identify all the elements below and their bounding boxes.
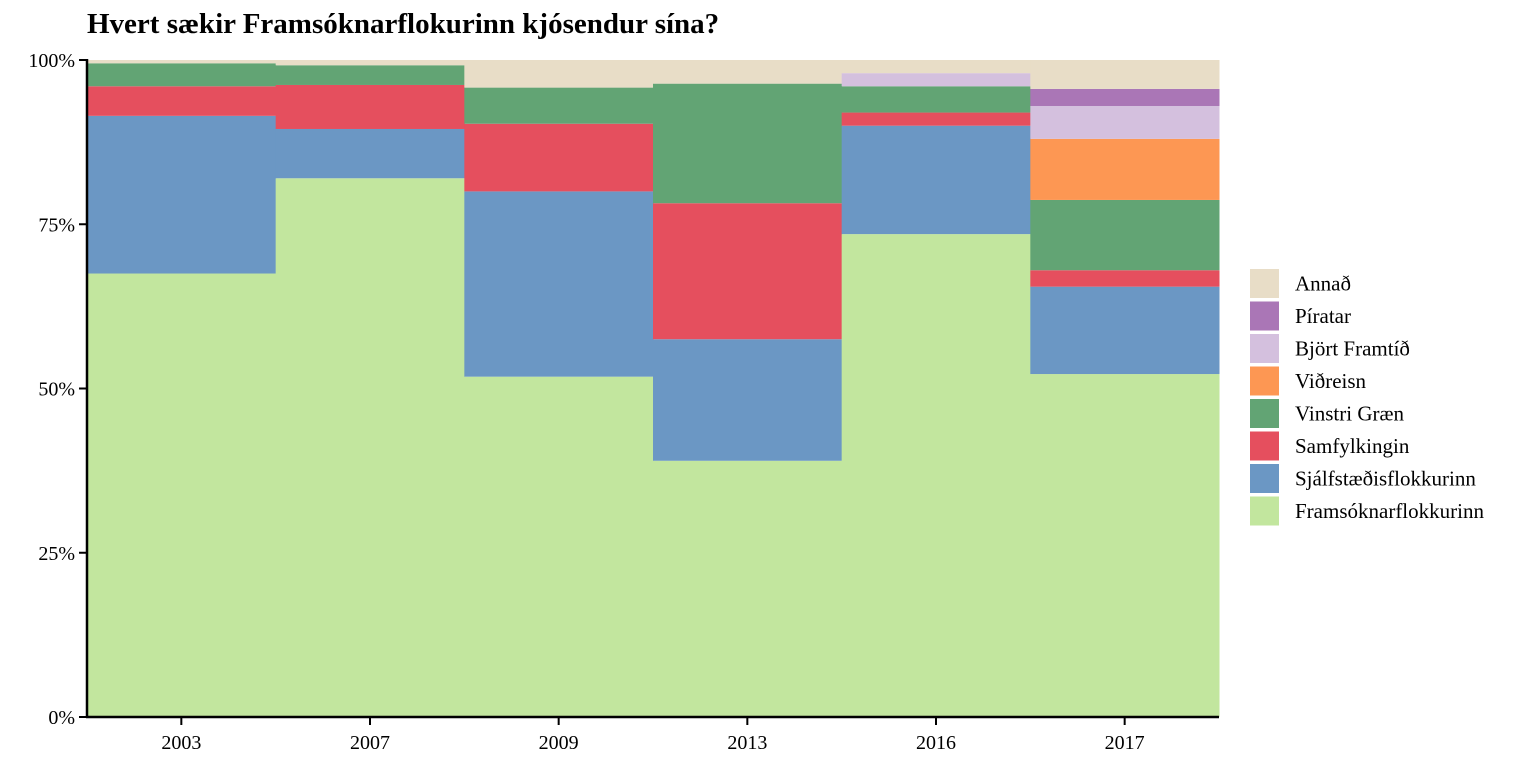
bar-2016-framsoknarflokkurinn	[841, 234, 1031, 718]
legend-swatch	[1250, 431, 1279, 461]
x-tick-label: 2007	[350, 732, 390, 754]
legend-label: Framsóknarflokkurinn	[1295, 499, 1484, 523]
legend: Annað Píratar Björt Framtíð Viðreisn Vinstri…	[1250, 269, 1484, 526]
legend-label: Sjálfstæðisflokkurinn	[1295, 467, 1476, 491]
legend-label: Samfylkingin	[1295, 434, 1410, 458]
bar-2017-framsoknarflokkurinn	[1030, 374, 1220, 717]
legend-label: Annað	[1295, 272, 1351, 296]
legend-label: Píratar	[1295, 304, 1351, 328]
bar-2013-vinstri-graen	[653, 83, 843, 204]
legend-item-sjalfstaedisflokkurinn: Sjálfstæðisflokkurinn	[1250, 464, 1476, 493]
axes-group: 0% 25% 50% 75% 100% 2003 2007 2009 2013 2016 2017	[28, 50, 1219, 754]
bar-2003-vinstri-graen	[87, 63, 277, 87]
bar-2016-vinstri-graen	[841, 86, 1031, 113]
y-tick-label: 25%	[38, 543, 75, 565]
y-tick-label: 50%	[38, 379, 75, 401]
bar-2007-framsoknarflokkurinn	[275, 178, 465, 717]
chart-title: Hvert sækir Framsóknarflokurinn kjósendu…	[87, 8, 720, 40]
x-tick-label: 2017	[1105, 732, 1145, 754]
x-tick-label: 2016	[916, 732, 956, 754]
bars-group	[87, 60, 1220, 718]
bar-2017-vinstri-graen	[1030, 199, 1220, 271]
bar-2003-samfylkingin	[87, 86, 277, 116]
legend-item-bjort-framtid: Björt Framtíð	[1250, 334, 1410, 363]
bar-2017-vidreisn	[1030, 138, 1220, 200]
bar-2013-annad	[653, 60, 843, 84]
bar-2017-piratar	[1030, 88, 1220, 106]
legend-swatch	[1250, 334, 1279, 363]
legend-item-vidreisn: Viðreisn	[1250, 366, 1367, 396]
bar-2016-annad	[841, 60, 1031, 74]
x-tick-label: 2009	[539, 732, 579, 754]
bar-2016-sjalfstaedisflokkurinn	[841, 125, 1031, 235]
bar-2007-samfylkingin	[275, 84, 465, 129]
legend-item-piratar: Píratar	[1250, 301, 1351, 331]
bar-2003-sjalfstaedisflokkurinn	[87, 115, 277, 274]
bar-2017-samfylkingin	[1030, 270, 1220, 287]
bar-2007-vinstri-graen	[275, 65, 465, 85]
bar-2003-framsoknarflokkurinn	[87, 273, 277, 717]
x-tick-label: 2013	[727, 732, 767, 754]
legend-item-vinstri-graen: Vinstri Græn	[1250, 399, 1404, 428]
bar-2009-sjalfstaedisflokkurinn	[464, 191, 654, 377]
legend-label: Viðreisn	[1295, 369, 1367, 393]
bar-2017-annad	[1030, 60, 1220, 89]
legend-swatch	[1250, 464, 1279, 493]
legend-swatch	[1250, 496, 1279, 526]
y-tick-label: 0%	[48, 707, 75, 729]
bar-2003-annad	[87, 60, 277, 64]
legend-swatch	[1250, 366, 1279, 396]
y-tick-label: 75%	[38, 214, 75, 236]
bar-2013-framsoknarflokkurinn	[653, 460, 843, 717]
legend-item-framsoknarflokkurinn: Framsóknarflokkurinn	[1250, 496, 1484, 526]
legend-item-samfylkingin: Samfylkingin	[1250, 431, 1410, 461]
bar-2007-annad	[275, 60, 465, 66]
legend-item-annad: Annað	[1250, 269, 1351, 298]
bar-2009-samfylkingin	[464, 123, 654, 192]
bar-2013-samfylkingin	[653, 203, 843, 340]
bar-2017-sjalfstaedisflokkurinn	[1030, 286, 1220, 375]
legend-swatch	[1250, 269, 1279, 298]
bar-2016-bjort-framtid	[841, 73, 1031, 87]
legend-swatch	[1250, 399, 1279, 428]
bar-2013-sjalfstaedisflokkurinn	[653, 339, 843, 461]
legend-swatch	[1250, 301, 1279, 331]
y-tick-label: 100%	[28, 50, 75, 72]
x-tick-label: 2003	[161, 732, 201, 754]
bar-2009-annad	[464, 60, 654, 88]
legend-label: Björt Framtíð	[1295, 337, 1410, 361]
bar-2017-bjort-framtid	[1030, 105, 1220, 139]
bar-2009-framsoknarflokkurinn	[464, 376, 654, 717]
legend-label: Vinstri Græn	[1295, 402, 1404, 426]
bar-2016-samfylkingin	[841, 112, 1031, 126]
bar-2009-vinstri-graen	[464, 87, 654, 124]
bar-2007-sjalfstaedisflokkurinn	[275, 128, 465, 179]
